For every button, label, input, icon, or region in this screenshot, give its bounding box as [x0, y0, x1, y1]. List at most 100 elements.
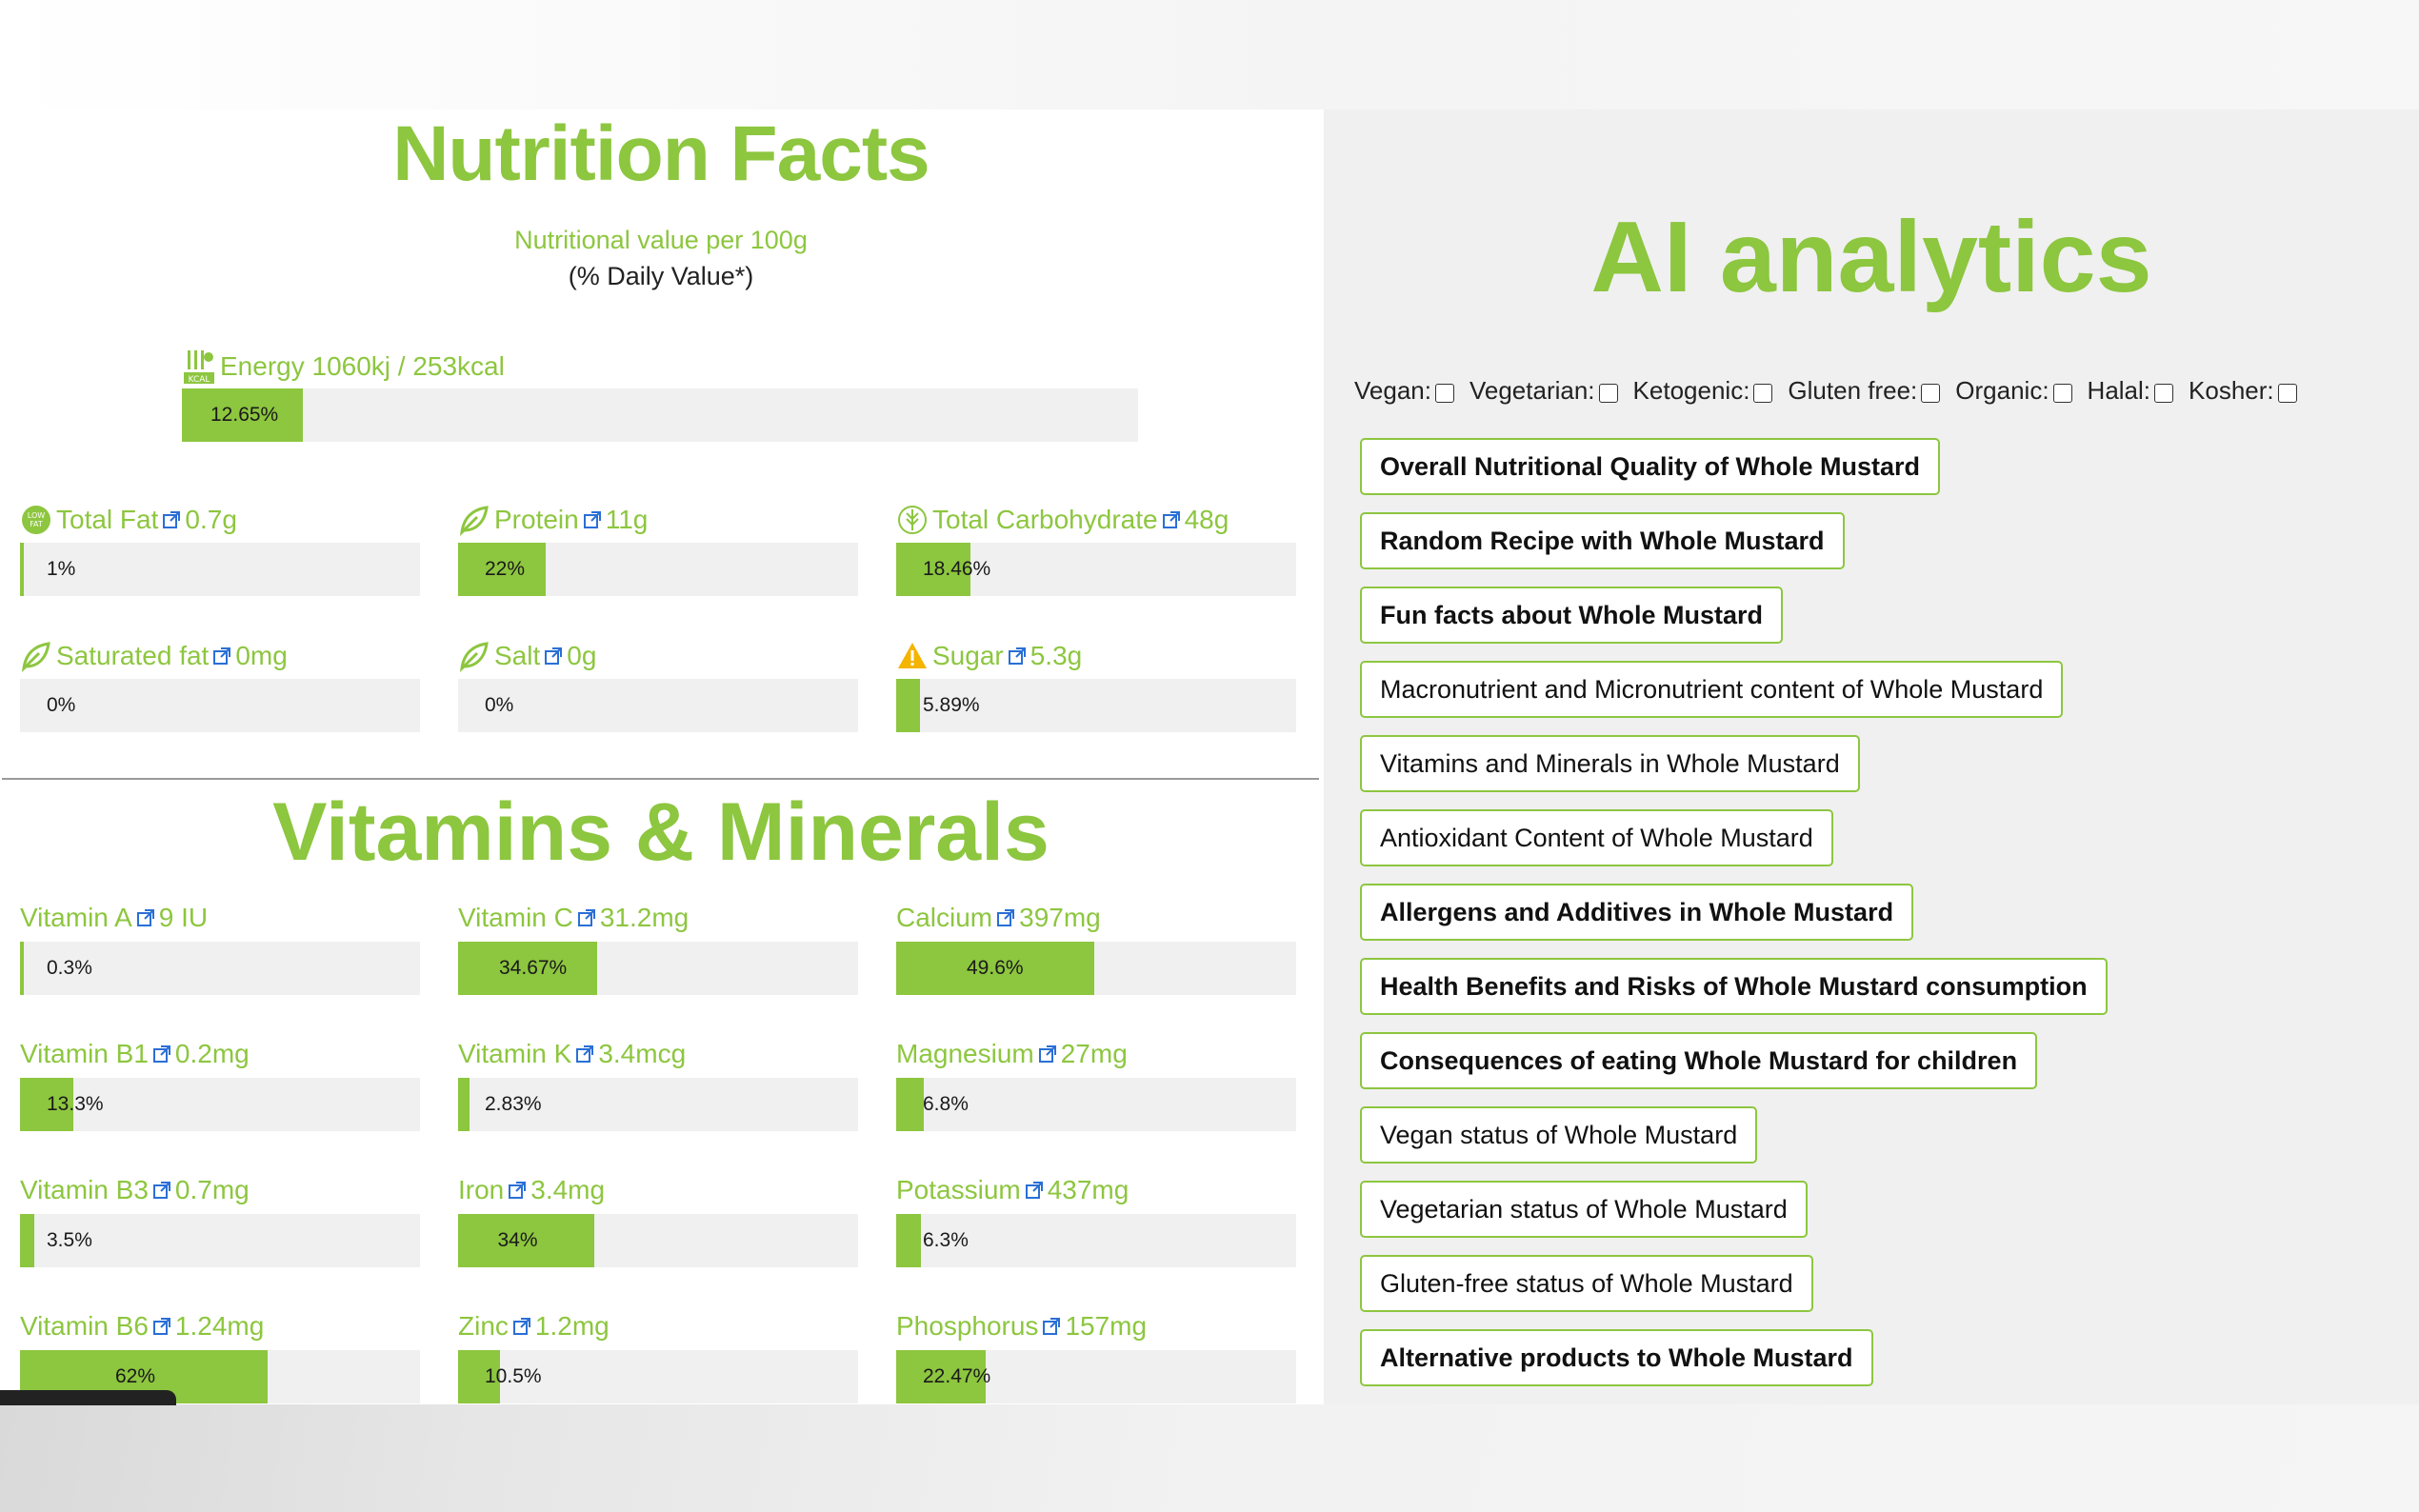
nutrient-name: Magnesium: [896, 1039, 1034, 1068]
nutrient-name: Vitamin B1: [20, 1039, 149, 1068]
ai-question-button[interactable]: Random Recipe with Whole Mustard: [1360, 512, 1845, 569]
nutrient-value: 1.24mg: [174, 1311, 265, 1341]
nutrient-label: Vitamin K 3.4mcg: [458, 1039, 686, 1069]
external-link-icon[interactable]: [152, 1181, 171, 1200]
ai-question-button[interactable]: Vitamins and Minerals in Whole Mustard: [1360, 735, 1860, 792]
ai-question-button[interactable]: Alternative products to Whole Mustard: [1360, 1329, 1873, 1386]
nutrient-value: 31.2mg: [599, 903, 690, 932]
nutrient-label: Zinc 1.2mg: [458, 1311, 610, 1342]
external-link-icon[interactable]: [136, 908, 155, 927]
nutrient-name: Potassium: [896, 1175, 1021, 1204]
external-link-icon[interactable]: [1025, 1181, 1044, 1200]
nutrient-name: Iron: [458, 1175, 505, 1204]
nutrient-label: Vitamin C 31.2mg: [458, 903, 689, 933]
external-link-icon[interactable]: [152, 1317, 171, 1336]
nutrient-value: 0mg: [235, 641, 288, 670]
nutrient-name: Vitamin K: [458, 1039, 572, 1068]
ai-question-button[interactable]: Gluten-free status of Whole Mustard: [1360, 1255, 1813, 1312]
ai-question-button[interactable]: Macronutrient and Micronutrient content …: [1360, 661, 2064, 718]
external-link-icon[interactable]: [577, 908, 596, 927]
nutrient-bar: 1%: [20, 543, 420, 596]
nutrient-bar: 3.5%: [20, 1214, 420, 1267]
external-link-icon[interactable]: [212, 647, 231, 666]
nutrient-label: Saturated fat 0mg: [20, 640, 288, 672]
nutrient-name: Phosphorus: [896, 1311, 1039, 1341]
diet-filter: Vegetarian:: [1469, 376, 1618, 406]
daily-value-note: (% Daily Value*): [568, 262, 754, 290]
diet-checkbox[interactable]: [1598, 383, 1618, 403]
external-link-icon[interactable]: [1042, 1317, 1061, 1336]
nutrient-name: Total Fat: [56, 505, 159, 534]
nutrition-subtitle: Nutritional value per 100g: [514, 226, 808, 254]
nutrient-pct: 6.3%: [923, 1229, 969, 1251]
nutrient-label: Calcium 397mg: [896, 903, 1101, 933]
ai-question-button[interactable]: Overall Nutritional Quality of Whole Mus…: [1360, 438, 1941, 495]
nutrient-pct: 22%: [485, 558, 526, 580]
nutrient-bar: 0.3%: [20, 942, 420, 995]
external-link-icon[interactable]: [1008, 647, 1027, 666]
nutrient-label: Vitamin B6 1.24mg: [20, 1311, 264, 1342]
nutrient-value: 27mg: [1060, 1039, 1128, 1068]
diet-checkbox[interactable]: [1753, 383, 1773, 403]
vitamins-title: Vitamins & Minerals: [272, 786, 1050, 878]
diet-checkbox[interactable]: [2154, 383, 2174, 403]
external-link-icon[interactable]: [512, 1317, 531, 1336]
section-divider: [2, 778, 1319, 780]
nutrient-bar: 6.8%: [896, 1078, 1296, 1131]
diet-filter: Organic:: [1955, 376, 2072, 406]
external-link-icon[interactable]: [583, 510, 602, 529]
nutrient-value: 48g: [1184, 505, 1229, 534]
ai-question-button[interactable]: Fun facts about Whole Mustard: [1360, 587, 1783, 644]
leaf-icon: [459, 506, 489, 536]
nutrient-value: 0.2mg: [174, 1039, 250, 1068]
nutrient-pct: 6.8%: [923, 1093, 969, 1115]
external-link-icon[interactable]: [1162, 510, 1181, 529]
nutrient-label: Vitamin B3 0.7mg: [20, 1175, 250, 1205]
external-link-icon[interactable]: [544, 647, 563, 666]
nutrition-title: Nutrition Facts: [392, 110, 930, 197]
ai-panel: AI analytics Vegan: Vegetarian: Ketogenic:…: [1324, 109, 2419, 1404]
diet-filter: Halal:: [2088, 376, 2174, 406]
diet-checkbox[interactable]: [1921, 383, 1941, 403]
external-link-icon[interactable]: [996, 908, 1015, 927]
nutrient-pct: 3.5%: [47, 1229, 92, 1251]
nutrient-name: Calcium: [896, 903, 993, 932]
energy-icon: KCAL: [184, 350, 214, 385]
energy-label: KCAL Energy 1060kj / 253kcal: [182, 348, 505, 386]
external-link-icon[interactable]: [508, 1181, 527, 1200]
nutrient-label: LOW FAT Total Fat 0.7g: [20, 504, 237, 536]
diet-filter: Kosher:: [2189, 376, 2297, 406]
nutrient-bar-fill: [20, 942, 24, 995]
nutrient-pct: 2.83%: [485, 1093, 542, 1115]
nutrient-pct: 34%: [497, 1229, 538, 1251]
diet-checkbox[interactable]: [1434, 383, 1454, 403]
ai-question-button[interactable]: Allergens and Additives in Whole Mustard: [1360, 884, 1914, 941]
energy-bar-fill: [182, 388, 303, 442]
nutrient-name: Vitamin C: [458, 903, 573, 932]
diet-filter: Gluten free:: [1788, 376, 1941, 406]
nutrient-label: Iron 3.4mg: [458, 1175, 605, 1205]
ai-question-button[interactable]: Vegan status of Whole Mustard: [1360, 1106, 1758, 1164]
external-link-icon[interactable]: [1038, 1044, 1057, 1064]
external-link-icon[interactable]: [152, 1044, 171, 1064]
nutrient-pct: 22.47%: [923, 1365, 991, 1387]
ai-question-button[interactable]: Antioxidant Content of Whole Mustard: [1360, 809, 1833, 866]
external-link-icon[interactable]: [162, 510, 181, 529]
nutrient-bar-fill: [896, 1350, 986, 1403]
nutrient-label: Magnesium 27mg: [896, 1039, 1128, 1069]
ai-question-button[interactable]: Health Benefits and Risks of Whole Musta…: [1360, 958, 2108, 1015]
external-link-icon[interactable]: [575, 1044, 594, 1064]
nutrient-bar-fill: [896, 1078, 924, 1131]
nutrient-pct: 0%: [47, 694, 76, 716]
nutrient-bar-fill: [896, 942, 1094, 995]
nutrient-name: Sugar: [932, 641, 1004, 670]
nutrient-label: Sugar 5.3g: [896, 640, 1082, 672]
nutrient-value: 0.7mg: [174, 1175, 250, 1204]
dark-bar: [0, 1390, 176, 1405]
nutrient-name: Vitamin B6: [20, 1311, 149, 1341]
ai-question-button[interactable]: Vegetarian status of Whole Mustard: [1360, 1181, 1808, 1238]
diet-checkbox[interactable]: [2052, 383, 2072, 403]
nutrient-value: 0.7g: [185, 505, 237, 534]
ai-question-button[interactable]: Consequences of eating Whole Mustard for…: [1360, 1032, 2038, 1089]
diet-checkbox[interactable]: [2277, 383, 2297, 403]
